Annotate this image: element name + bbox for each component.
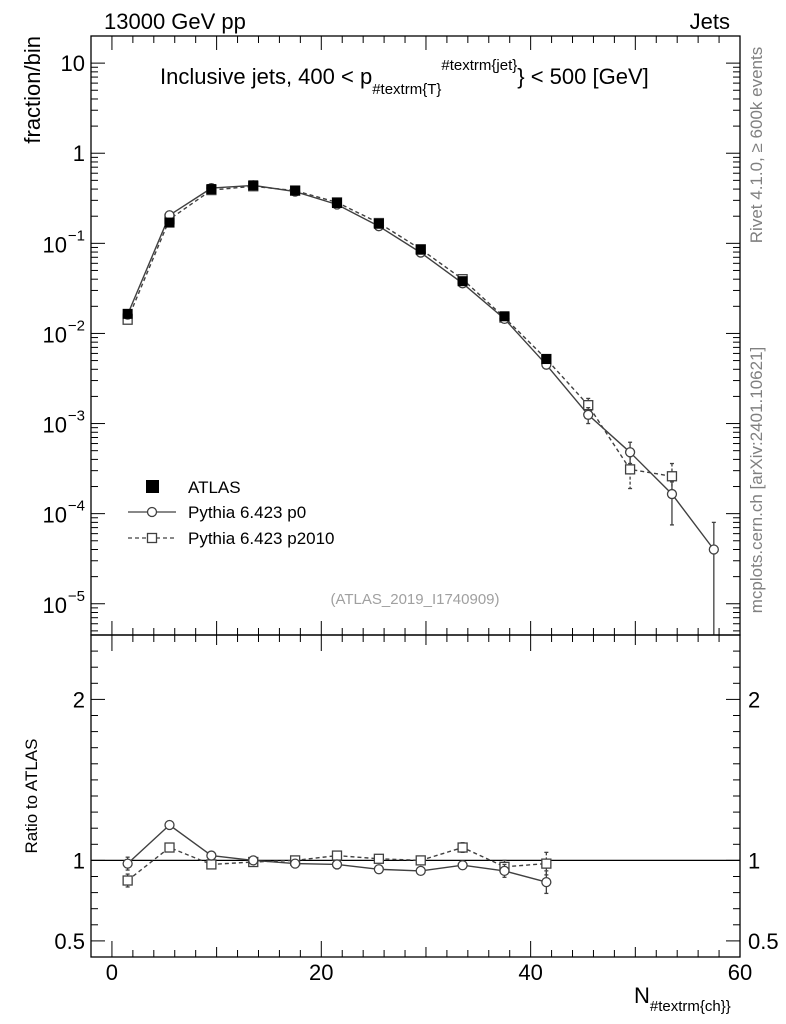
- main-y-tick-labels: 101−110−210−310−410−510: [43, 51, 85, 618]
- p0-point: [624, 447, 636, 458]
- main-y-tick-label: 1: [73, 141, 85, 166]
- ratio-p2010-point: [373, 853, 385, 864]
- ratio-p2010-point: [331, 850, 343, 861]
- ratio-p0-point: [541, 876, 552, 888]
- atlas-point: [457, 276, 468, 287]
- header-left: 13000 GeV pp: [104, 9, 246, 34]
- main-y-tick-label: 10: [43, 413, 67, 438]
- p2010-line: [126, 185, 673, 477]
- main-y-tick-label-exponent: −3: [68, 408, 85, 425]
- main-y-tick-label-exponent: −2: [68, 317, 85, 334]
- ratio-p0-point: [499, 865, 510, 877]
- atlas-point: [331, 198, 342, 209]
- atlas-point: [164, 217, 175, 228]
- ratio-p0-point: [164, 819, 175, 831]
- atlas-point: [499, 311, 510, 322]
- mcplots-label: mcplots.cern.ch [arXiv:2401.10621]: [747, 347, 766, 613]
- x-axis-label-subscript: #textrm{ch}}: [650, 998, 731, 1015]
- ratio-p2010-point: [457, 842, 468, 853]
- ratio-p2010-point: [122, 875, 133, 886]
- ratio-p0-point: [457, 860, 468, 871]
- ratio-y-tick-labels: 0.5 0.5 1 1 2 2: [54, 687, 778, 954]
- ratio-axis-ticks: [91, 635, 741, 957]
- ratio-p0-point: [206, 850, 217, 861]
- legend-marker-atlas: [146, 480, 159, 493]
- p2010-point: [666, 471, 678, 482]
- main-axis-ticks: [91, 35, 741, 635]
- atlas-point: [248, 180, 259, 191]
- ratio-series-group: [122, 819, 552, 895]
- header-right: Jets: [690, 9, 730, 34]
- analysis-label: (ATLAS_2019_I1740909): [330, 591, 499, 608]
- ratio-y-tick-label: 2: [73, 687, 85, 712]
- main-y-tick-label: 10: [43, 232, 67, 257]
- x-tick-label: 40: [518, 960, 542, 985]
- legend-label-atlas: ATLAS: [188, 478, 241, 497]
- ratio-p2010-point: [541, 858, 552, 869]
- atlas-point: [415, 244, 426, 255]
- rivet-label: Rivet 4.1.0, ≥ 600k events: [747, 47, 766, 243]
- p0-point: [583, 409, 594, 420]
- legend-marker-p2010: [146, 532, 158, 544]
- ratio-y-tick-label-right: 2: [748, 687, 760, 712]
- x-axis-label-main: N: [634, 983, 650, 1008]
- title-superscript: #textrm{jet}: [441, 57, 517, 74]
- ratio-p0-point: [122, 858, 133, 869]
- main-y-tick-label: 10: [43, 503, 67, 528]
- atlas-point: [122, 308, 133, 319]
- legend: ATLAS Pythia 6.423 p0 Pythia 6.423 p2010: [128, 478, 335, 548]
- x-tick-label: 0: [106, 960, 118, 985]
- svg-text:Inclusive jets, 400 < p#textrm: Inclusive jets, 400 < p#textrm{T}#textrm…: [160, 57, 649, 98]
- main-y-tick-label-exponent: −5: [68, 588, 85, 605]
- ratio-p2010-point: [415, 855, 426, 866]
- main-y-tick-label: 10: [61, 51, 85, 76]
- ratio-plot-frame: [90, 634, 741, 958]
- x-tick-label: 20: [309, 960, 333, 985]
- x-axis-label: N#textrm{ch}}: [634, 983, 731, 1015]
- title-subscript: #textrm{T}: [372, 81, 441, 98]
- ratio-y-tick-label-right: 0.5: [748, 929, 779, 954]
- x-tick-label: 60: [728, 960, 752, 985]
- ratio-p0-point: [331, 859, 343, 870]
- ratio-y-tick-label-right: 1: [748, 848, 760, 873]
- atlas-point: [541, 354, 552, 365]
- ratio-p0-point: [415, 865, 426, 877]
- main-series-group: [122, 180, 719, 635]
- main-y-axis-label: fraction/bin: [20, 36, 45, 144]
- ratio-p0-point: [248, 855, 259, 866]
- ratio-p2010-point: [206, 859, 217, 870]
- main-y-tick-label: 10: [43, 593, 67, 618]
- p2010-point: [624, 464, 636, 475]
- ratio-y-tick-label: 0.5: [54, 929, 85, 954]
- atlas-point: [206, 184, 217, 195]
- main-title: Inclusive jets, 400 < p#textrm{T}#textrm…: [160, 57, 649, 98]
- p0-point: [708, 544, 719, 555]
- ratio-p0-point: [373, 864, 385, 875]
- atlas-point: [290, 185, 301, 196]
- main-y-tick-label-exponent: −1: [68, 227, 85, 244]
- atlas-point: [373, 218, 384, 229]
- main-y-tick-label-exponent: −4: [68, 498, 85, 515]
- ratio-y-axis-label: Ratio to ATLAS: [22, 739, 41, 854]
- main-y-tick-label: 10: [43, 322, 67, 347]
- p0-point: [666, 488, 678, 500]
- ratio-p2010-point: [164, 842, 175, 853]
- title-main: Inclusive jets, 400 < p: [160, 64, 372, 89]
- ratio-p0-point: [289, 858, 301, 869]
- legend-marker-p0: [146, 506, 158, 518]
- legend-label-p2010: Pythia 6.423 p2010: [188, 529, 335, 548]
- title-tail: } < 500 [GeV]: [517, 64, 648, 89]
- ratio-y-tick-label: 1: [73, 848, 85, 873]
- legend-label-p0: Pythia 6.423 p0: [188, 503, 306, 522]
- ratio-x-tick-labels: 0 20 40 60: [106, 960, 752, 985]
